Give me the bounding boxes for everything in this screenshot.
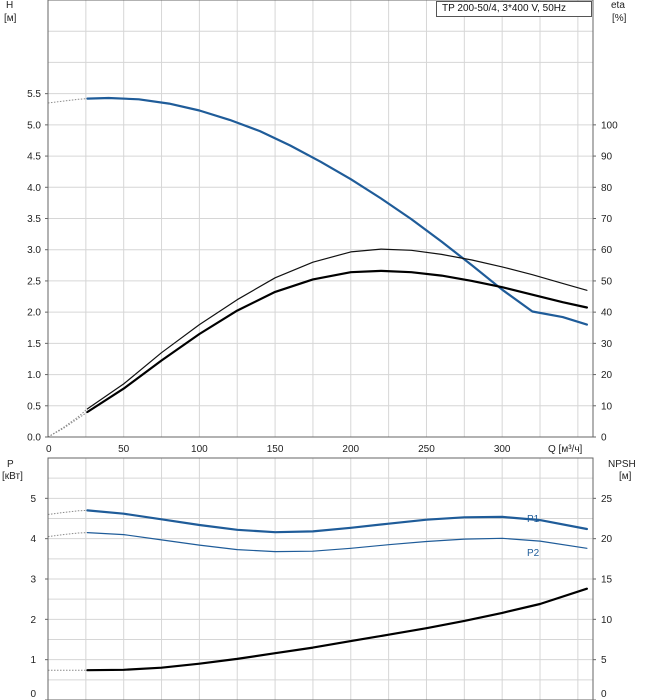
top-eta-2-dotted xyxy=(47,411,88,438)
p-tick-label: 0 xyxy=(30,689,36,700)
top-eta-1-dotted xyxy=(47,408,88,438)
legend-box: TP 200-50/4, 3*400 V, 50Hz xyxy=(436,1,592,17)
p-tick-label: 4 xyxy=(30,534,36,545)
top-h-0-dotted xyxy=(47,98,88,104)
y-right-tick-label: 80 xyxy=(601,183,613,194)
eta-axis-label-1: [%] xyxy=(612,13,627,24)
y-right-tick-label: 20 xyxy=(601,370,613,381)
y-left-tick-label: 5.0 xyxy=(27,120,41,131)
y-right-tick-label: 70 xyxy=(601,214,613,225)
top-panel-curves xyxy=(47,96,588,438)
h-axis-label-1: [м] xyxy=(4,13,17,24)
bottom-panel-grid xyxy=(48,458,593,700)
y-left-tick-label: 3.0 xyxy=(27,245,41,256)
y-left-tick-label: 1.5 xyxy=(27,339,41,350)
bottom-p1-0-dotted xyxy=(47,509,88,515)
axis-ticks: 0 50 100 150 200 250 3000.00.51.01.52.02.53.03… xyxy=(27,89,618,700)
eta-axis-label-0: eta xyxy=(611,0,625,11)
y-left-tick-label: 0.5 xyxy=(27,401,41,412)
x-tick-label: 250 xyxy=(418,444,435,455)
y-right-tick-label: 90 xyxy=(601,152,613,163)
y-left-tick-label: 4.0 xyxy=(27,183,41,194)
p-axis-label-1: [кВт] xyxy=(2,471,23,482)
npsh-tick-label: 10 xyxy=(601,615,613,626)
y-left-tick-label: 3.5 xyxy=(27,214,41,225)
y-left-tick-label: 1.0 xyxy=(27,370,41,381)
bottom-p1-0-curve xyxy=(86,509,588,534)
bottom-p2-1-curve xyxy=(86,532,588,553)
p-tick-label: 1 xyxy=(30,655,36,666)
x-tick-label: 200 xyxy=(342,444,359,455)
p-tick-label: 5 xyxy=(30,494,36,505)
bottom-panel-curves xyxy=(47,509,588,672)
top-panel-frame xyxy=(47,0,594,438)
p-tick-label: 2 xyxy=(30,615,36,626)
h-axis-label-0: H xyxy=(6,0,13,11)
bottom-panel-frame xyxy=(47,457,594,700)
x-tick-label: 0 xyxy=(46,444,52,455)
y-right-tick-label: 10 xyxy=(601,401,613,412)
x-tick-label: 300 xyxy=(494,444,511,455)
npsh-axis-label-1: [м] xyxy=(619,471,632,482)
p2-series-label: P2 xyxy=(527,548,540,559)
y-left-tick-label: 0.0 xyxy=(27,433,41,444)
p1-series-label: P1 xyxy=(527,514,540,525)
q-axis-label: Q [м³/ч] xyxy=(548,444,583,455)
npsh-tick-label: 25 xyxy=(601,494,613,505)
top-h-0-curve xyxy=(86,96,588,326)
npsh-tick-label: 5 xyxy=(601,655,607,666)
y-right-tick-label: 50 xyxy=(601,276,613,287)
x-tick-label: 50 xyxy=(118,444,130,455)
x-tick-label: 100 xyxy=(191,444,208,455)
bottom-p2-1-dotted xyxy=(47,532,88,538)
y-right-tick-label: 40 xyxy=(601,308,613,319)
y-left-tick-label: 2.5 xyxy=(27,276,41,287)
y-left-tick-label: 5.5 xyxy=(27,89,41,100)
top-eta-1-curve xyxy=(86,248,588,410)
y-left-tick-label: 2.0 xyxy=(27,308,41,319)
top-panel-grid xyxy=(48,0,593,437)
x-tick-label: 150 xyxy=(267,444,284,455)
top-eta-2-curve xyxy=(86,269,588,414)
npsh-tick-label: 20 xyxy=(601,534,613,545)
p-tick-label: 3 xyxy=(30,575,36,586)
y-left-tick-label: 4.5 xyxy=(27,152,41,163)
npsh-axis-label-0: NPSH xyxy=(608,459,636,470)
npsh-tick-label: 0 xyxy=(601,689,607,700)
npsh-tick-label: 15 xyxy=(601,575,613,586)
y-right-tick-label: 60 xyxy=(601,245,613,256)
y-right-tick-label: 30 xyxy=(601,339,613,350)
bottom-npsh-2-curve xyxy=(86,587,588,672)
y-right-tick-label: 100 xyxy=(601,120,618,131)
p-axis-label-0: P xyxy=(7,459,14,470)
y-right-tick-label: 0 xyxy=(601,433,607,444)
